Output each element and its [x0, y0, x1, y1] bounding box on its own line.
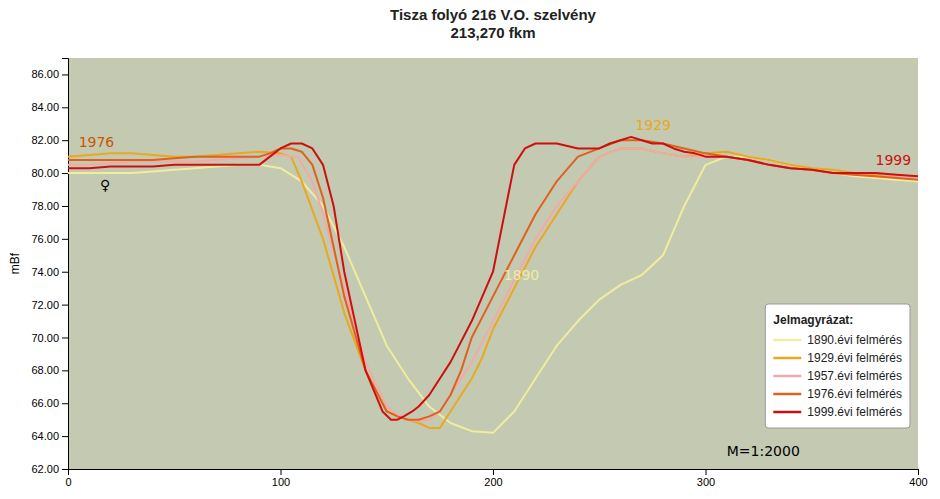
- legend-label: 1999.évi felmérés: [807, 405, 902, 419]
- annotations: 1976 1929 1890 1999 ♀ M=1:2000: [79, 117, 912, 459]
- x-tick: 200: [484, 469, 502, 488]
- y-tick-mark: [62, 469, 68, 470]
- y-axis-line: [62, 59, 69, 470]
- y-tick: 62.00: [31, 463, 68, 475]
- x-tick-mark: [281, 469, 282, 475]
- chart-title-line: 213,270 fkm: [450, 24, 535, 41]
- legend-item: 1976.évi felmérés: [773, 387, 902, 401]
- annotation: ♀: [100, 177, 110, 193]
- legend-item: 1890.évi felmérés: [773, 333, 902, 347]
- legend-title: Jelmagyrázat:: [773, 313, 853, 327]
- legend-box: [765, 304, 910, 428]
- x-axis: 0 100 200 300 400: [65, 469, 927, 488]
- legend-label: 1957.évi felmérés: [807, 369, 902, 383]
- y-tick: 74.00: [31, 266, 68, 278]
- chart-title-line: Tisza folyó 216 V.O. szelvény: [390, 6, 597, 23]
- legend-label: 1929.évi felmérés: [807, 351, 902, 365]
- y-tick: 78.00: [31, 200, 68, 212]
- y-tick-mark: [62, 370, 68, 371]
- plot-background: [68, 58, 918, 469]
- chart-svg: 0 100 200 300 400 62.00 64.00 66.00 68.00 70.00 72…: [0, 0, 940, 499]
- y-tick-mark: [62, 140, 68, 141]
- y-tick-mark: [62, 107, 68, 108]
- y-tick-mark: [62, 74, 68, 75]
- y-tick: 70.00: [31, 332, 68, 344]
- y-tick-label: 62.00: [31, 463, 59, 475]
- y-tick: 68.00: [31, 364, 68, 376]
- x-tick: 300: [697, 469, 715, 488]
- y-tick-mark: [62, 239, 68, 240]
- x-tick-mark: [918, 469, 919, 475]
- y-tick-mark: [62, 206, 68, 207]
- y-tick-mark: [62, 272, 68, 273]
- legend-swatch: [773, 393, 801, 396]
- y-tick-label: 86.00: [31, 68, 59, 80]
- chart-container: 0 100 200 300 400 62.00 64.00 66.00 68.00 70.00 72…: [0, 0, 940, 499]
- y-tick-label: 82.00: [31, 134, 59, 146]
- y-axis: 62.00 64.00 66.00 68.00 70.00 72.00 74.00 76.00…: [31, 59, 68, 476]
- legend-swatch: [773, 411, 801, 414]
- y-tick-mark: [62, 305, 68, 306]
- series-line: [68, 148, 918, 427]
- legend-item: 1999.évi felmérés: [773, 405, 902, 419]
- x-tick-label: 0: [65, 476, 71, 488]
- x-tick: 100: [272, 469, 290, 488]
- legend-label: 1890.évi felmérés: [807, 333, 902, 347]
- y-tick-mark: [62, 436, 68, 437]
- chart-title: Tisza folyó 216 V.O. szelvény213,270 fkm: [390, 6, 597, 41]
- annotation: 1890: [504, 267, 540, 283]
- y-tick-label: 84.00: [31, 101, 59, 113]
- y-tick-label: 76.00: [31, 233, 59, 245]
- y-tick-label: 70.00: [31, 332, 59, 344]
- x-tick-mark: [493, 469, 494, 475]
- legend-swatch: [773, 339, 801, 342]
- plot: 0 100 200 300 400 62.00 64.00 66.00 68.00 70.00 72…: [31, 58, 927, 488]
- annotation: 1999: [876, 152, 912, 168]
- y-tick: 66.00: [31, 397, 68, 409]
- legend-swatch: [773, 375, 801, 378]
- x-tick: 400: [909, 469, 927, 488]
- y-tick-label: 78.00: [31, 200, 59, 212]
- y-tick: 76.00: [31, 233, 68, 245]
- y-tick: 64.00: [31, 430, 68, 442]
- y-tick-mark: [62, 403, 68, 404]
- x-tick-label: 400: [909, 476, 927, 488]
- legend-swatch: [773, 357, 801, 360]
- y-tick-label: 68.00: [31, 364, 59, 376]
- y-tick-mark: [62, 173, 68, 174]
- annotation: 1976: [79, 134, 115, 150]
- y-tick: 82.00: [31, 134, 68, 146]
- x-tick-label: 300: [697, 476, 715, 488]
- y-axis-title: mBf: [8, 252, 22, 274]
- legend-item: 1957.évi felmérés: [773, 369, 902, 383]
- legend-label: 1976.évi felmérés: [807, 387, 902, 401]
- x-tick-label: 200: [484, 476, 502, 488]
- legend-item: 1929.évi felmérés: [773, 351, 902, 365]
- y-tick: 72.00: [31, 299, 68, 311]
- x-axis-line: [69, 470, 919, 476]
- x-tick: 0: [65, 469, 71, 488]
- annotation: M=1:2000: [727, 443, 800, 459]
- y-tick: 80.00: [31, 167, 68, 179]
- y-tick-mark: [62, 337, 68, 338]
- y-tick-label: 64.00: [31, 430, 59, 442]
- y-tick-label: 74.00: [31, 266, 59, 278]
- y-tick-label: 80.00: [31, 167, 59, 179]
- y-tick: 84.00: [31, 101, 68, 113]
- y-tick-label: 66.00: [31, 397, 59, 409]
- y-tick: 86.00: [31, 68, 68, 80]
- y-tick-label: 72.00: [31, 299, 59, 311]
- series-group: [68, 137, 918, 433]
- annotation: 1929: [635, 117, 671, 133]
- x-tick-label: 100: [272, 476, 290, 488]
- x-tick-mark: [706, 469, 707, 475]
- legend: Jelmagyrázat: 1890.évi felmérés 1929.évi f…: [765, 304, 910, 428]
